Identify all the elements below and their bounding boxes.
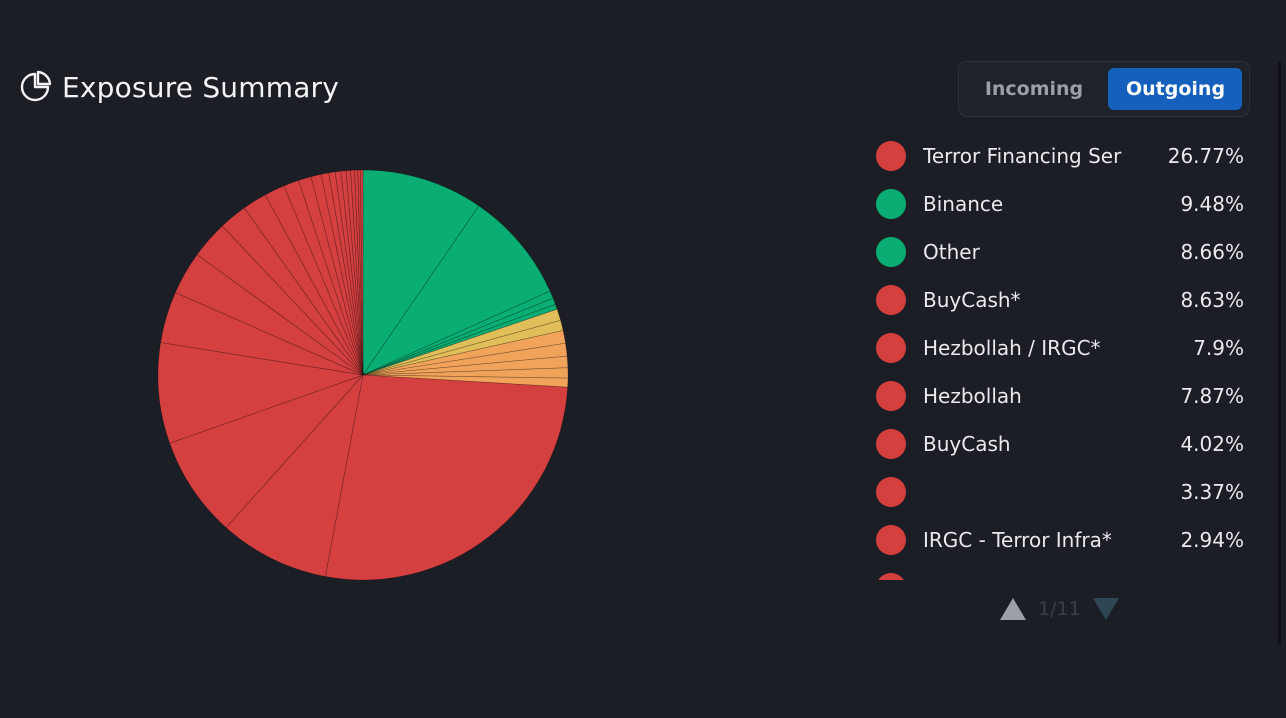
legend-label: BuyCash* bbox=[923, 288, 1021, 312]
pie-slice[interactable] bbox=[362, 374, 569, 388]
pie-slice[interactable] bbox=[340, 170, 364, 376]
pie-slice[interactable] bbox=[320, 172, 364, 376]
pie-slice[interactable] bbox=[169, 374, 364, 529]
pie-slice[interactable] bbox=[324, 374, 569, 581]
scrollbar-track[interactable] bbox=[1278, 62, 1281, 644]
legend-label: IRGC - Terror Infra* bbox=[923, 528, 1112, 552]
legend-percent: 26.77% bbox=[1167, 144, 1244, 168]
legend-item[interactable] bbox=[872, 564, 1250, 580]
legend-color-dot bbox=[876, 285, 906, 315]
pie-slice[interactable] bbox=[221, 207, 364, 376]
pie-slice[interactable] bbox=[362, 297, 556, 376]
pie-slice[interactable] bbox=[283, 179, 364, 376]
legend-percent: 8.66% bbox=[1180, 240, 1244, 264]
pie-slice[interactable] bbox=[362, 290, 554, 376]
pie-slice[interactable] bbox=[345, 170, 364, 376]
pie-slice[interactable] bbox=[264, 185, 364, 376]
pie-slice[interactable] bbox=[243, 194, 364, 376]
legend-color-dot bbox=[876, 429, 906, 459]
pie-slice[interactable] bbox=[174, 254, 364, 376]
legend-color-dot bbox=[876, 189, 906, 219]
legend-color-dot bbox=[876, 381, 906, 411]
pie-slice[interactable] bbox=[160, 292, 364, 376]
pie-slice[interactable] bbox=[362, 367, 569, 379]
legend-percent: 8.63% bbox=[1180, 288, 1244, 312]
exposure-legend: Terror Financing Ser 26.77% Binance 9.48… bbox=[872, 132, 1250, 580]
legend-percent: 7.9% bbox=[1193, 336, 1244, 360]
legend-item[interactable]: Binance 9.48% bbox=[872, 180, 1250, 228]
pie-slice[interactable] bbox=[225, 373, 364, 577]
pie-slice[interactable] bbox=[362, 205, 551, 376]
page-indicator: 1/11 bbox=[1038, 598, 1081, 620]
pie-chart-svg bbox=[157, 169, 569, 581]
pie-slice[interactable] bbox=[362, 169, 480, 377]
incoming-tab[interactable]: Incoming bbox=[966, 68, 1102, 110]
pie-slice[interactable] bbox=[196, 225, 364, 376]
page-up-icon[interactable] bbox=[998, 596, 1028, 622]
pie-slice[interactable] bbox=[362, 303, 558, 376]
legend-item[interactable]: 3.37% bbox=[872, 468, 1250, 516]
legend-percent: 4.02% bbox=[1180, 432, 1244, 456]
legend-percent: 7.87% bbox=[1180, 384, 1244, 408]
legend-item[interactable]: Other 8.66% bbox=[872, 228, 1250, 276]
pie-slice[interactable] bbox=[362, 308, 562, 376]
pie-chart-icon bbox=[20, 70, 52, 102]
legend-item[interactable]: BuyCash 4.02% bbox=[872, 420, 1250, 468]
pie-slice[interactable] bbox=[357, 169, 364, 376]
pie-slice[interactable] bbox=[350, 169, 364, 376]
legend-item[interactable]: Terror Financing Ser 26.77% bbox=[872, 132, 1250, 180]
legend-color-dot bbox=[876, 141, 906, 171]
legend-color-dot bbox=[876, 237, 906, 267]
legend-color-dot bbox=[876, 333, 906, 363]
direction-toggle: Incoming Outgoing bbox=[958, 61, 1250, 117]
legend-label: Terror Financing Ser bbox=[923, 144, 1122, 168]
legend-item[interactable]: Hezbollah 7.87% bbox=[872, 372, 1250, 420]
panel-header: Exposure Summary bbox=[18, 70, 339, 104]
page-down-icon[interactable] bbox=[1091, 596, 1121, 622]
legend-label: Binance bbox=[923, 192, 1004, 216]
pie-slice[interactable] bbox=[328, 171, 364, 376]
legend-color-dot bbox=[876, 525, 906, 555]
legend-percent: 2.94% bbox=[1180, 528, 1244, 552]
legend-label: Other bbox=[923, 240, 980, 264]
page-title: Exposure Summary bbox=[62, 70, 340, 104]
legend-pager: 1/11 bbox=[998, 596, 1121, 622]
outgoing-tab[interactable]: Outgoing bbox=[1108, 68, 1242, 110]
legend-percent: 3.37% bbox=[1180, 480, 1244, 504]
legend-label: Hezbollah / IRGC* bbox=[923, 336, 1101, 360]
pie-slice[interactable] bbox=[298, 176, 364, 376]
legend-color-dot bbox=[876, 477, 906, 507]
legend-item[interactable]: BuyCash* 8.63% bbox=[872, 276, 1250, 324]
pie-slice[interactable] bbox=[334, 170, 364, 376]
legend-label: Hezbollah bbox=[923, 384, 1022, 408]
legend-label: BuyCash bbox=[923, 432, 1011, 456]
legend-item[interactable]: IRGC - Terror Infra* 2.94% bbox=[872, 516, 1250, 564]
pie-slice[interactable] bbox=[362, 355, 569, 376]
pie-slice[interactable] bbox=[310, 173, 364, 376]
pie-slice[interactable] bbox=[360, 169, 364, 376]
legend-item[interactable]: Hezbollah / IRGC* 7.9% bbox=[872, 324, 1250, 372]
pie-slice[interactable] bbox=[362, 342, 568, 376]
pie-slice[interactable] bbox=[157, 342, 364, 444]
legend-percent: 9.48% bbox=[1180, 192, 1244, 216]
pie-slice[interactable] bbox=[354, 169, 364, 376]
pie-slice[interactable] bbox=[362, 330, 566, 376]
pie-slice[interactable] bbox=[362, 319, 564, 376]
legend-color-dot bbox=[876, 573, 906, 580]
exposure-pie-chart bbox=[150, 162, 576, 588]
